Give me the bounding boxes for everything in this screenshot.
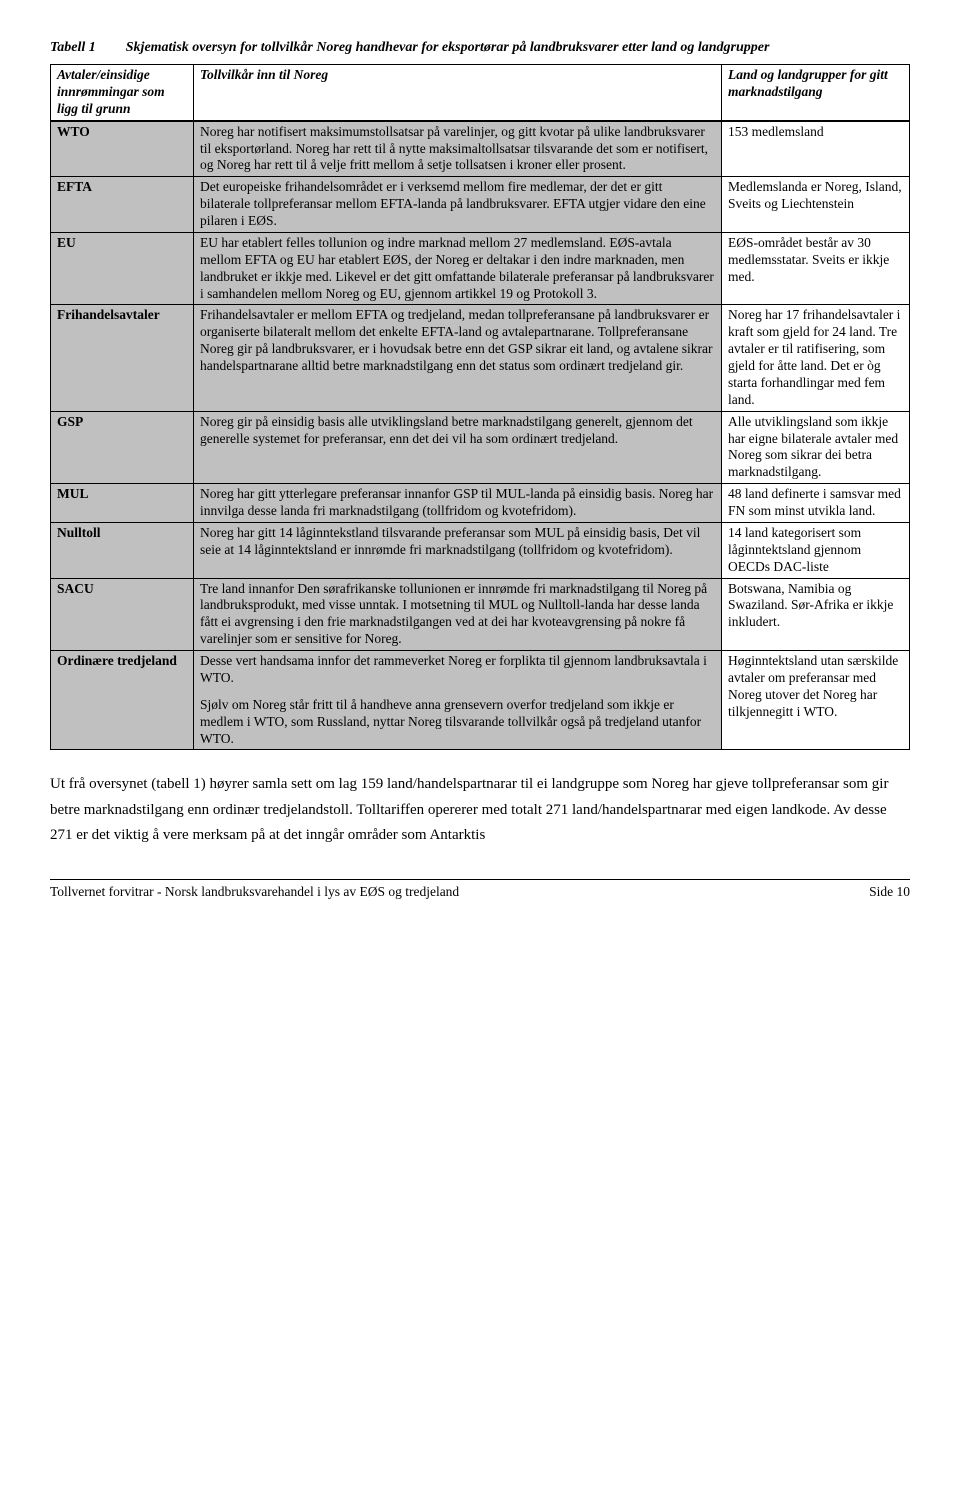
table-header-row: Avtaler/einsidige innrømmingar som ligg … [51,65,910,121]
table-row: EUEU har etablert felles tollunion og in… [51,232,910,305]
row-description: Tre land innanfor Den sørafrikanske toll… [194,578,722,651]
row-label: Frihandelsavtaler [51,305,194,411]
row-countries: Noreg har 17 frihandelsavtaler i kraft s… [722,305,910,411]
row-description: Noreg gir på einsidig basis alle utvikli… [194,411,722,484]
body-paragraph: Ut frå oversynet (tabell 1) høyrer samla… [50,772,910,849]
footer-left: Tollvernet forvitrar - Norsk landbruksva… [50,884,459,900]
table-row: EFTADet europeiske frihandelsområdet er … [51,177,910,233]
table-row: NulltollNoreg har gitt 14 låginntekstlan… [51,522,910,578]
row-countries: Medlemslanda er Noreg, Island, Sveits og… [722,177,910,233]
row-countries: Alle utviklingsland som ikkje har eigne … [722,411,910,484]
row-description: EU har etablert felles tollunion og indr… [194,232,722,305]
table-row: FrihandelsavtalerFrihandelsavtaler er me… [51,305,910,411]
row-countries: Botswana, Namibia og Swaziland. Sør-Afri… [722,578,910,651]
row-label: EU [51,232,194,305]
table-row: WTONoreg har notifisert maksimumstollsat… [51,121,910,177]
row-description: Noreg har notifisert maksimumstollsatsar… [194,121,722,177]
row-description: Desse vert handsama innfor det rammeverk… [194,651,722,750]
table-title: Skjematisk oversyn for tollvilkår Noreg … [126,40,770,56]
row-description: Noreg har gitt 14 låginntekstland tilsva… [194,522,722,578]
table-row: MULNoreg har gitt ytterlegare preferansa… [51,484,910,523]
table-row: SACUTre land innanfor Den sørafrikanske … [51,578,910,651]
footer: Tollvernet forvitrar - Norsk landbruksva… [50,884,910,900]
header-col2: Tollvilkår inn til Noreg [194,65,722,121]
row-countries: EØS-området består av 30 medlemsstatar. … [722,232,910,305]
row-label: Ordinære tredjeland [51,651,194,750]
row-countries: 48 land definerte i samsvar med FN som m… [722,484,910,523]
table-caption: Tabell 1 Skjematisk oversyn for tollvilk… [50,40,769,56]
row-description: Noreg har gitt ytterlegare preferansar i… [194,484,722,523]
table-number: Tabell 1 [50,40,126,56]
header-col3: Land og landgrupper for gitt marknadstil… [722,65,910,121]
row-label: MUL [51,484,194,523]
row-label: SACU [51,578,194,651]
main-table: Avtaler/einsidige innrømmingar som ligg … [50,64,910,750]
row-label: EFTA [51,177,194,233]
row-countries: 14 land kategorisert som låginntektsland… [722,522,910,578]
row-description: Frihandelsavtaler er mellom EFTA og tred… [194,305,722,411]
table-row: Ordinære tredjelandDesse vert handsama i… [51,651,910,750]
header-col1: Avtaler/einsidige innrømmingar som ligg … [51,65,194,121]
row-countries: Høginntektsland utan særskilde avtaler o… [722,651,910,750]
footer-right: Side 10 [869,884,910,900]
row-description: Det europeiske frihandelsområdet er i ve… [194,177,722,233]
table-row: GSPNoreg gir på einsidig basis alle utvi… [51,411,910,484]
row-label: WTO [51,121,194,177]
footer-rule [50,879,910,880]
row-label: GSP [51,411,194,484]
row-label: Nulltoll [51,522,194,578]
row-countries: 153 medlemsland [722,121,910,177]
